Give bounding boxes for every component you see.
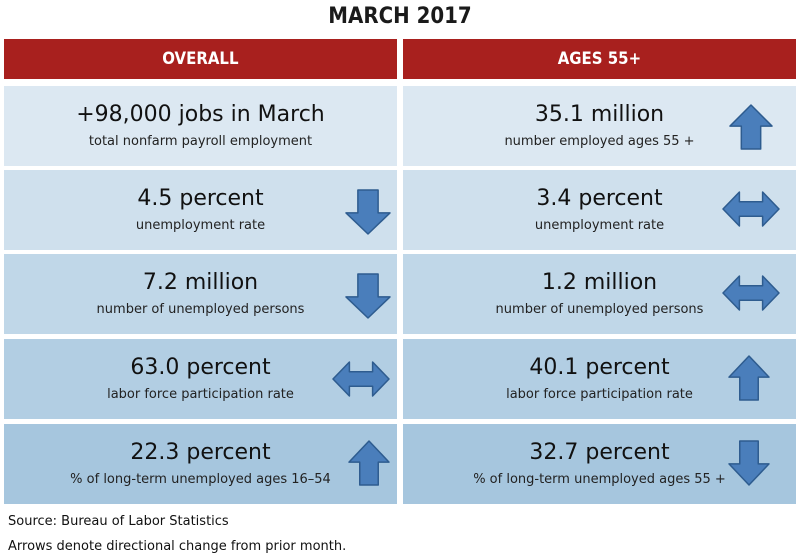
overall-cell-payroll: +98,000 jobs in March total nonfarm payr… — [4, 86, 397, 166]
overall-value: 4.5 percent — [137, 185, 264, 211]
overall-label: % of long-term unemployed ages 16–54 — [70, 471, 331, 487]
source-note: Source: Bureau of Labor Statistics — [8, 514, 229, 529]
down-arrow-icon — [345, 189, 391, 235]
up-arrow-icon — [729, 104, 773, 150]
overall-value: 22.3 percent — [130, 439, 271, 465]
ages55-value: 32.7 percent — [529, 439, 670, 465]
overall-cell-long-term-unemployed: 22.3 percent % of long-term unemployed a… — [4, 424, 397, 504]
ages55-value: 40.1 percent — [529, 354, 670, 380]
ages55-cell-participation-rate: 40.1 percent labor force participation r… — [403, 339, 796, 419]
ages55-cell-unemployed-persons: 1.2 million number of unemployed persons — [403, 254, 796, 334]
arrow-shape — [332, 361, 390, 397]
arrow-shape — [722, 275, 780, 311]
overall-cell-participation-rate: 63.0 percent labor force participation r… — [4, 339, 397, 419]
ages55-value: 1.2 million — [541, 269, 658, 295]
left-right-arrow-icon — [722, 191, 780, 227]
left-right-arrow-icon — [722, 275, 780, 311]
column-header-ages-55: AGES 55+ — [403, 39, 796, 79]
arrow-explanation-note: Arrows denote directional change from pr… — [8, 539, 347, 554]
arrow-shape — [722, 191, 780, 227]
ages55-label: unemployment rate — [534, 217, 665, 233]
arrow-shape — [728, 355, 770, 401]
ages55-label: % of long-term unemployed ages 55 + — [473, 471, 726, 487]
up-arrow-icon — [728, 355, 770, 401]
column-header-overall-label: OVERALL — [162, 49, 239, 69]
ages55-label: number employed ages 55 + — [504, 133, 695, 149]
overall-label: number of unemployed persons — [96, 301, 305, 317]
overall-label: labor force participation rate — [107, 386, 294, 402]
left-right-arrow-icon — [332, 361, 390, 397]
arrow-shape — [345, 189, 391, 235]
arrow-shape — [345, 273, 391, 319]
arrow-shape — [728, 440, 770, 486]
overall-value: +98,000 jobs in March — [76, 101, 325, 127]
overall-cell-unemployed-persons: 7.2 million number of unemployed persons — [4, 254, 397, 334]
ages55-label: labor force participation rate — [506, 386, 693, 402]
overall-label: unemployment rate — [135, 217, 266, 233]
overall-value: 7.2 million — [142, 269, 259, 295]
ages55-label: number of unemployed persons — [495, 301, 704, 317]
column-header-ages-55-label: AGES 55+ — [557, 49, 642, 69]
column-header-overall: OVERALL — [4, 39, 397, 79]
overall-value: 63.0 percent — [130, 354, 271, 380]
up-arrow-icon — [348, 440, 390, 486]
down-arrow-icon — [345, 273, 391, 319]
arrow-shape — [729, 104, 773, 150]
down-arrow-icon — [728, 440, 770, 486]
ages55-value: 35.1 million — [534, 101, 665, 127]
page-title: MARCH 2017 — [328, 4, 472, 29]
arrow-shape — [348, 440, 390, 486]
overall-cell-unemployment-rate: 4.5 percent unemployment rate — [4, 170, 397, 250]
overall-label: total nonfarm payroll employment — [88, 133, 313, 149]
ages55-value: 3.4 percent — [536, 185, 663, 211]
